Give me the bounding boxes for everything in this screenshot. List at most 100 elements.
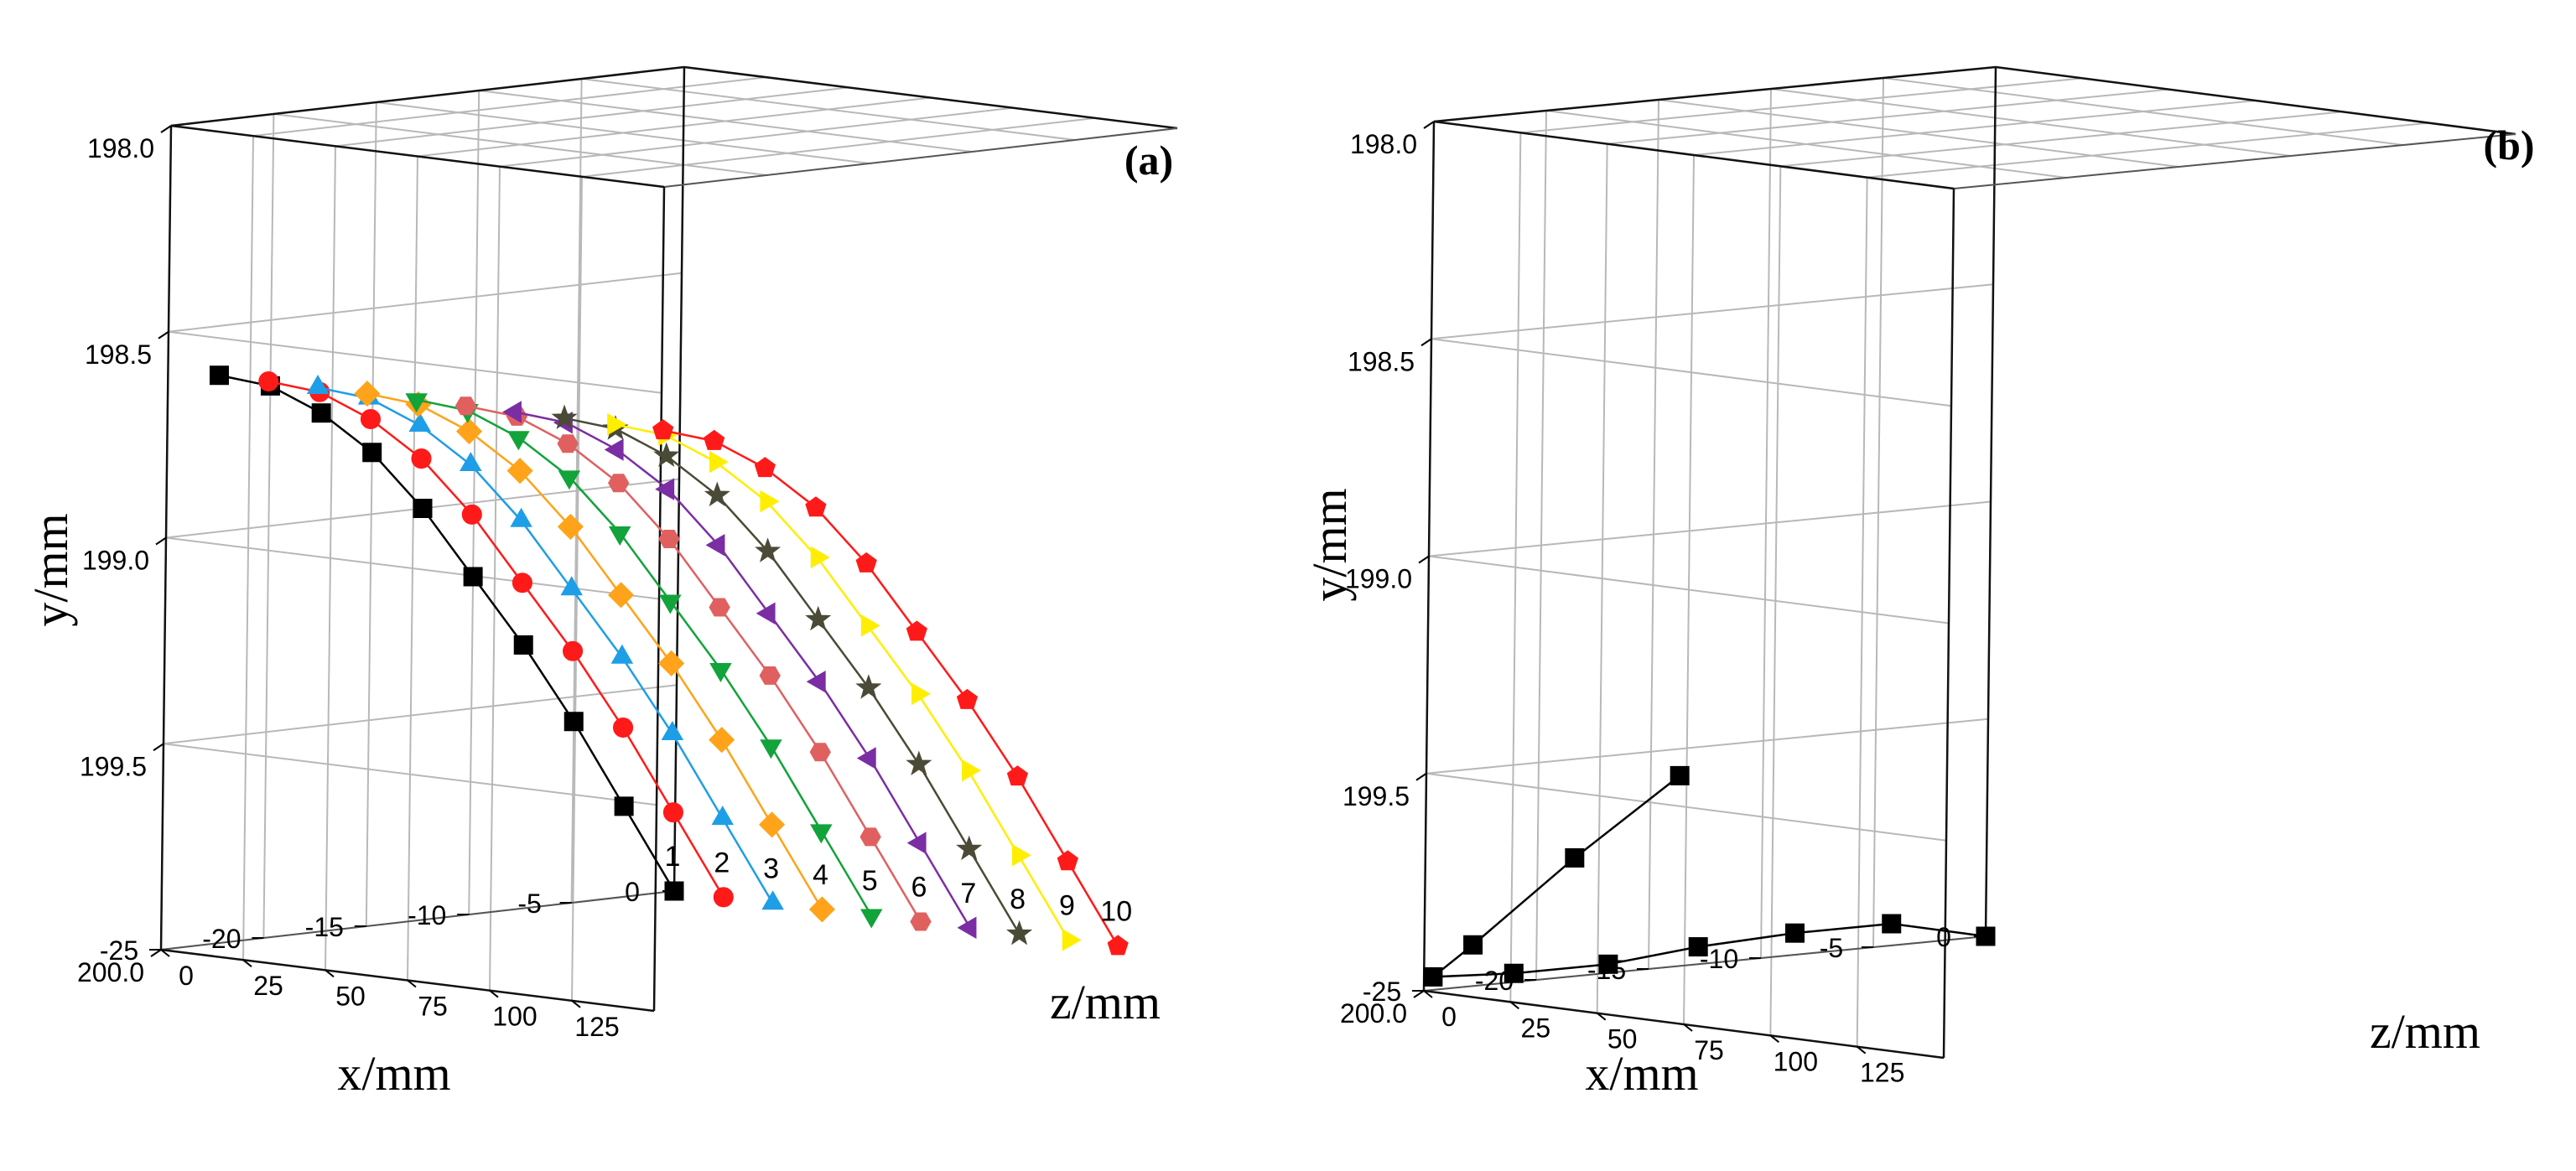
data-point [512, 573, 532, 593]
data-point [705, 534, 725, 557]
data-point [507, 431, 530, 451]
data-point [709, 662, 732, 682]
data-point [1688, 937, 1708, 957]
data-point [1006, 765, 1029, 786]
series-profile [1423, 765, 1996, 987]
data-point [510, 507, 532, 527]
grid-line-backwall-z [1867, 122, 2429, 179]
data-point [456, 418, 483, 445]
data-point [860, 909, 883, 929]
x-tick [158, 330, 169, 339]
z-tick [1683, 1023, 1693, 1032]
x-tick [1423, 121, 1435, 129]
data-point [209, 365, 229, 386]
data-point [653, 442, 680, 468]
axis-edge [1433, 65, 1997, 123]
panel-a-label: (a) [1124, 137, 1173, 184]
data-point [906, 750, 932, 776]
panel-a-zlabel: z/mm [1050, 975, 1161, 1029]
z-tick-label: 50 [1607, 1024, 1638, 1054]
grid-line-floor-z [1856, 177, 1868, 1047]
data-point [562, 640, 584, 661]
data-point [956, 835, 983, 861]
z-tick [242, 959, 252, 967]
data-point [652, 419, 674, 440]
data-point [557, 434, 579, 453]
y-tick-label: -15 [305, 912, 344, 942]
data-point [711, 806, 734, 826]
x-tick-label: 198.0 [87, 133, 154, 163]
x-tick [1418, 555, 1430, 564]
data-point [608, 526, 631, 547]
data-point [1882, 914, 1902, 934]
data-point [956, 688, 979, 709]
y-tick-label: -10 [408, 900, 446, 930]
x-tick-label: 200.0 [1340, 998, 1407, 1029]
grid-line-backwall-z [1520, 77, 2083, 134]
data-point [906, 620, 927, 641]
x-tick-label: 199.0 [82, 546, 149, 576]
data-point [856, 747, 876, 769]
panel-b-x-ticks: 200.0 199.5 199.0 198.5 198.0 [1340, 121, 1435, 1029]
data-point [961, 759, 981, 782]
data-point [1504, 963, 1524, 983]
grid-line-floor-z [242, 136, 254, 961]
x-tick-label: 199.5 [1343, 781, 1410, 811]
y-tick-label: -25 [100, 935, 138, 966]
z-tick [407, 979, 417, 988]
axis-edge [1942, 188, 1955, 1059]
series-label: 3 [763, 853, 779, 885]
series-line [416, 398, 873, 916]
y-tick-label: -25 [1363, 977, 1401, 1007]
z-tick-label: 100 [492, 1002, 537, 1032]
data-point [855, 674, 882, 699]
series-line [366, 392, 823, 910]
z-tick-label: 75 [418, 992, 448, 1022]
data-point [460, 452, 482, 472]
data-point [709, 450, 729, 474]
data-point [806, 670, 826, 693]
z-tick [325, 969, 335, 978]
y-tick-label: 0 [625, 877, 640, 907]
data-point [506, 458, 533, 484]
grid-line-leftwall-x [1428, 500, 1992, 557]
grid-line-floor-z [1509, 132, 1522, 1003]
data-point [658, 650, 685, 676]
data-point [662, 802, 683, 823]
z-tick-label: 25 [253, 971, 283, 1001]
data-point [655, 478, 675, 500]
data-point [607, 412, 627, 436]
x-tick [1420, 338, 1432, 347]
x-tick [153, 743, 164, 752]
grid-line-floor-z [325, 146, 336, 971]
data-point [754, 457, 776, 478]
data-point [614, 796, 634, 816]
grid-line-leftwall-x [168, 272, 683, 333]
data-point [610, 644, 634, 664]
data-point [463, 567, 483, 587]
series-7: 7 [501, 401, 977, 940]
grid-line-backwall-z [252, 76, 767, 137]
data-point [704, 481, 730, 507]
data-point [808, 896, 835, 923]
data-point [1565, 847, 1585, 868]
series-label: 2 [714, 847, 730, 878]
z-tick [571, 1000, 581, 1008]
grid-line-backwall-z [417, 96, 932, 158]
grid-line-backwall-z [1607, 88, 2169, 145]
data-point [805, 605, 832, 631]
data-point [957, 916, 977, 940]
y-tick-label: -5 [517, 889, 541, 919]
series-label: 10 [1100, 896, 1132, 928]
series-10: 10 [652, 419, 1132, 956]
series-label: 7 [960, 878, 976, 909]
axis-edge [683, 65, 1178, 130]
data-point [661, 721, 684, 740]
data-point [760, 490, 780, 513]
panel-b-frame [1422, 65, 2516, 1060]
x-tick-label: 199.0 [1345, 564, 1412, 594]
grid-line-leftwall-x [1431, 283, 1994, 340]
data-point [558, 470, 581, 490]
panel-a-ylabel: y/mm [23, 513, 78, 626]
data-point [756, 602, 776, 625]
